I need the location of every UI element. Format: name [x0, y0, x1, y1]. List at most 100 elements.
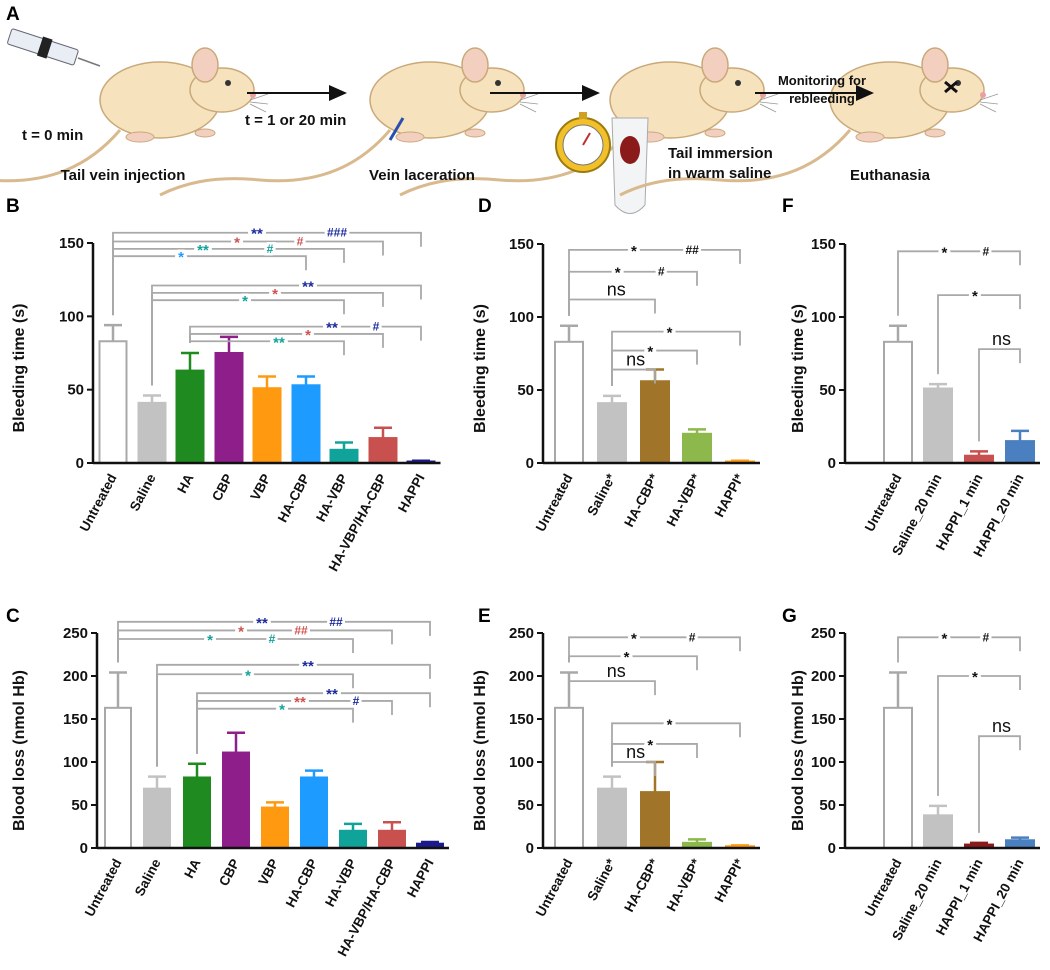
- bar: [554, 706, 584, 849]
- chart-panel-b: B 0 50 100 150 Bleeding time (s) Untreated Sali…: [6, 196, 441, 574]
- significance-hash: ##: [294, 623, 308, 637]
- category-label: HA-CBP: [283, 856, 321, 909]
- category-label: HAPPI: [395, 471, 428, 514]
- y-tick-label: 100: [811, 754, 836, 771]
- significance-bracket: [611, 368, 656, 386]
- significance-star: *: [178, 249, 184, 266]
- y-tick-label: 150: [59, 235, 84, 252]
- significance-bracket: [112, 255, 307, 316]
- significance-bracket: [611, 349, 698, 386]
- y-tick-label: 100: [509, 754, 534, 771]
- y-tick-label: 0: [80, 840, 88, 857]
- category-label: HAPPI*: [712, 856, 747, 905]
- bar: [554, 340, 584, 465]
- category-label: HA: [181, 856, 204, 880]
- y-tick-label: 100: [59, 308, 84, 325]
- panel-label: D: [478, 196, 492, 217]
- bar: [883, 706, 913, 849]
- significance-hash: #: [267, 242, 274, 256]
- y-tick-label: 0: [526, 840, 534, 857]
- bar: [368, 437, 398, 465]
- bar: [923, 387, 953, 465]
- significance-star: *: [941, 630, 947, 647]
- chart-panel-e: E 0 50 100 150 200 250 Blood loss (nmol Hb) Untr…: [472, 606, 760, 919]
- bar: [329, 448, 359, 464]
- y-tick-label: 150: [509, 236, 534, 253]
- significance-hash: ###: [327, 226, 347, 240]
- y-tick-label: 0: [828, 840, 836, 857]
- y-axis-label: Bleeding time (s): [472, 304, 489, 433]
- chart-panel-c: C 0 50 100 150 200 250 Blood loss (nmol Hb) Untr…: [6, 606, 449, 959]
- panel-label: F: [782, 196, 794, 217]
- category-label: Untreated: [862, 471, 905, 534]
- significance-bracket: [117, 638, 354, 663]
- y-tick-label: 250: [509, 625, 534, 642]
- category-label: HA-CBP: [275, 471, 313, 524]
- significance-star: **: [197, 242, 209, 259]
- significance-star: *: [647, 737, 653, 754]
- significance-bracket: [978, 735, 1021, 833]
- y-tick-label: 100: [63, 754, 88, 771]
- y-axis-label: Bleeding time (s): [11, 304, 28, 433]
- y-tick-label: 150: [509, 711, 534, 728]
- bar: [98, 340, 128, 464]
- significance-star: *: [242, 293, 248, 310]
- significance-star: *: [272, 286, 278, 303]
- significance-hash: #: [982, 630, 989, 644]
- y-tick-label: 0: [526, 455, 534, 472]
- y-tick-label: 250: [63, 625, 88, 642]
- category-label: HA-VBP: [313, 471, 351, 524]
- syringe-icon: [7, 28, 101, 67]
- significance-star: *: [647, 344, 653, 361]
- panel-label: G: [782, 606, 797, 627]
- bar: [597, 402, 627, 465]
- significance-bracket: [189, 333, 384, 348]
- bar: [1005, 440, 1035, 465]
- y-tick-label: 200: [509, 668, 534, 685]
- category-label: HA-VBP*: [664, 856, 704, 914]
- significance-bracket: [937, 675, 1021, 796]
- chart-panel-d: D 0 50 100 150 Bleeding time (s) Untreated Sali…: [472, 196, 760, 534]
- bar: [261, 806, 289, 850]
- significance-bracket: [568, 270, 698, 316]
- y-tick-label: 200: [811, 668, 836, 685]
- significance-bracket: [112, 240, 384, 316]
- monitoring-label-1: Monitoring for: [778, 73, 866, 88]
- significance-star: **: [273, 334, 285, 351]
- significance-star: ns: [626, 742, 645, 762]
- significance-star: **: [302, 658, 314, 675]
- category-label: VBP: [255, 856, 281, 888]
- category-label: Untreated: [82, 856, 125, 919]
- significance-star: *: [667, 325, 673, 342]
- y-tick-label: 50: [71, 797, 88, 814]
- bar: [104, 706, 132, 849]
- step-immersion-label-2: in warm saline: [668, 165, 771, 182]
- significance-star: ns: [607, 279, 626, 299]
- panel-label: E: [478, 606, 491, 627]
- y-tick-label: 50: [517, 797, 534, 814]
- category-label: CBP: [209, 471, 236, 503]
- significance-star: *: [972, 288, 978, 305]
- chart-panel-g: G 0 50 100 150 200 250 Blood loss (nmol Hb) Untr…: [782, 606, 1040, 944]
- category-label: Untreated: [533, 856, 576, 919]
- significance-bracket: [897, 636, 1021, 663]
- significance-bracket: [611, 743, 698, 767]
- bar: [640, 791, 670, 849]
- category-label: Saline*: [584, 471, 619, 518]
- bar: [252, 387, 282, 465]
- category-label: HA-CBP*: [621, 471, 662, 530]
- step-euthanasia-label: Euthanasia: [850, 167, 931, 184]
- y-tick-label: 200: [63, 668, 88, 685]
- significance-star: ns: [992, 716, 1011, 736]
- significance-star: **: [326, 320, 338, 337]
- y-tick-label: 50: [67, 382, 84, 399]
- category-label: Untreated: [862, 856, 905, 919]
- significance-bracket: [117, 629, 393, 663]
- panel-a-schematic: A t = 0 min Tail vein injection t = 1 or…: [0, 4, 1000, 214]
- significance-star: *: [631, 630, 637, 647]
- bar: [183, 776, 211, 849]
- significance-bracket: [151, 299, 345, 386]
